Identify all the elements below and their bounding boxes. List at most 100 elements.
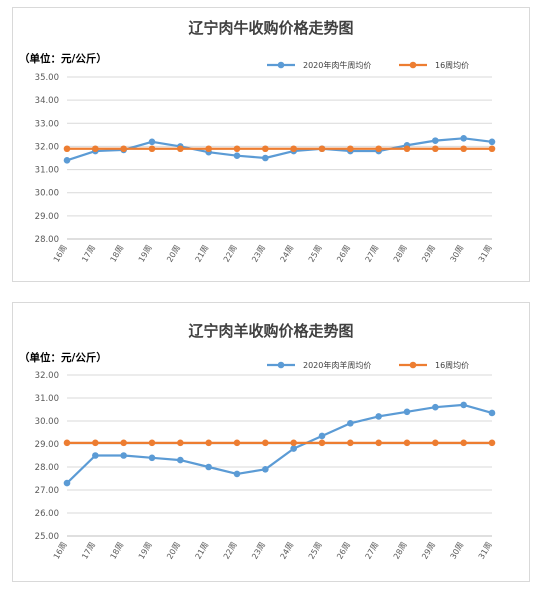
- legend-label: 2020年肉羊周均价: [303, 360, 371, 370]
- data-point: [262, 439, 269, 447]
- data-point: [63, 479, 71, 487]
- data-point: [148, 145, 156, 153]
- x-tick-label: 31周: [477, 244, 494, 264]
- beef-price-chart: 辽宁肉牛收购价格走势图 （单位：元/公斤） 28.00 29.00 30.00 31.…: [19, 19, 496, 264]
- data-point: [262, 154, 269, 162]
- x-tick-label: 24周: [279, 244, 296, 264]
- data-point: [233, 152, 241, 159]
- legend-marker: [409, 61, 417, 69]
- y-tick-label: 26.00: [35, 509, 59, 519]
- x-tick-label: 28周: [392, 541, 409, 561]
- x-tick-label: 28周: [392, 244, 409, 264]
- y-tick-label: 33.00: [35, 119, 59, 129]
- unit-label: （单位：元/公斤）: [19, 52, 107, 65]
- data-point: [63, 157, 71, 164]
- data-point: [177, 456, 184, 464]
- data-point: [290, 445, 297, 452]
- chart-title: 辽宁肉牛收购价格走势图: [188, 19, 353, 37]
- x-tick-label: 31周: [477, 541, 494, 561]
- x-tick-label: 21周: [194, 244, 211, 264]
- data-point: [290, 145, 297, 153]
- y-tick-label: 25.00: [35, 532, 59, 542]
- lamb-price-chart-panel: 辽宁肉羊收购价格走势图 （单位：元/公斤） 25.00 26.00 27.00 28.…: [12, 302, 530, 582]
- legend-label: 2020年肉牛周均价: [303, 60, 371, 70]
- data-point: [120, 439, 127, 447]
- y-tick-label: 35.00: [35, 73, 59, 83]
- data-point: [318, 432, 326, 440]
- y-tick-label: 30.00: [35, 417, 59, 427]
- data-point: [177, 145, 184, 153]
- x-tick-label: 25周: [307, 244, 324, 264]
- x-tick-label: 27周: [364, 541, 381, 561]
- data-point: [460, 439, 467, 447]
- legend-marker: [409, 361, 417, 369]
- data-point: [262, 145, 269, 153]
- series-line-0: [66, 137, 493, 162]
- x-tick-label: 17周: [80, 244, 97, 264]
- y-tick-label: 29.00: [35, 440, 59, 450]
- series-line-0: [66, 403, 493, 484]
- x-tick-label: 19周: [137, 244, 154, 264]
- y-tick-label: 34.00: [35, 96, 59, 106]
- y-tick-label: 32.00: [35, 142, 59, 152]
- data-point: [148, 439, 156, 447]
- x-tick-label: 21周: [194, 541, 211, 561]
- data-point: [63, 439, 71, 447]
- legend-label: 16周均价: [435, 360, 469, 370]
- legend-marker: [277, 361, 285, 369]
- y-tick-label: 30.00: [35, 189, 59, 199]
- x-tick-label: 24周: [279, 541, 296, 561]
- data-point: [432, 403, 439, 411]
- chart-legend: 2020年肉羊周均价 16周均价: [267, 360, 469, 370]
- data-point: [233, 439, 241, 447]
- data-point: [403, 408, 411, 416]
- x-tick-label: 27周: [364, 244, 381, 264]
- x-tick-label: 25周: [307, 541, 324, 561]
- legend-marker: [277, 61, 285, 69]
- x-tick-label: 20周: [165, 541, 182, 561]
- data-point: [92, 439, 99, 447]
- unit-label: （单位：元/公斤）: [19, 351, 107, 364]
- data-point: [205, 145, 212, 153]
- data-point: [120, 145, 127, 153]
- x-tick-label: 16周: [52, 244, 69, 264]
- data-point: [205, 439, 212, 447]
- x-tick-label: 22周: [222, 541, 239, 561]
- data-point: [488, 145, 496, 153]
- data-point: [460, 135, 467, 142]
- x-tick-label: 23周: [250, 243, 267, 263]
- x-tick-label: 17周: [80, 541, 97, 561]
- data-point: [148, 138, 156, 146]
- data-point: [403, 439, 411, 447]
- x-tick-label: 18周: [109, 244, 126, 264]
- data-point: [460, 401, 467, 409]
- data-point: [432, 137, 439, 144]
- beef-price-chart-panel: 辽宁肉牛收购价格走势图 （单位：元/公斤） 28.00 29.00 30.00 31.…: [12, 7, 530, 282]
- x-tick-label: 18周: [109, 541, 126, 561]
- x-tick-label: 30周: [449, 541, 466, 561]
- x-tick-label: 19周: [137, 541, 154, 561]
- x-tick-label: 26周: [335, 541, 352, 561]
- data-point: [92, 452, 99, 459]
- data-point: [488, 138, 496, 146]
- data-point: [120, 452, 127, 459]
- x-tick-label: 22周: [222, 244, 239, 264]
- data-point: [290, 439, 297, 447]
- data-point: [233, 145, 241, 153]
- data-point: [205, 463, 212, 471]
- data-point: [375, 413, 382, 420]
- data-point: [233, 470, 241, 478]
- y-tick-label: 28.00: [35, 235, 59, 245]
- x-tick-label: 16周: [52, 541, 69, 561]
- data-point: [432, 145, 439, 153]
- data-point: [460, 145, 467, 153]
- y-tick-label: 29.00: [35, 212, 59, 222]
- x-tick-label: 23周: [250, 541, 267, 561]
- x-tick-label: 29周: [420, 244, 437, 264]
- data-point: [375, 439, 382, 447]
- x-tick-label: 26周: [335, 244, 352, 264]
- legend-label: 16周均价: [435, 60, 469, 70]
- x-tick-label: 30周: [449, 244, 466, 264]
- data-point: [347, 145, 354, 153]
- data-point: [148, 454, 156, 462]
